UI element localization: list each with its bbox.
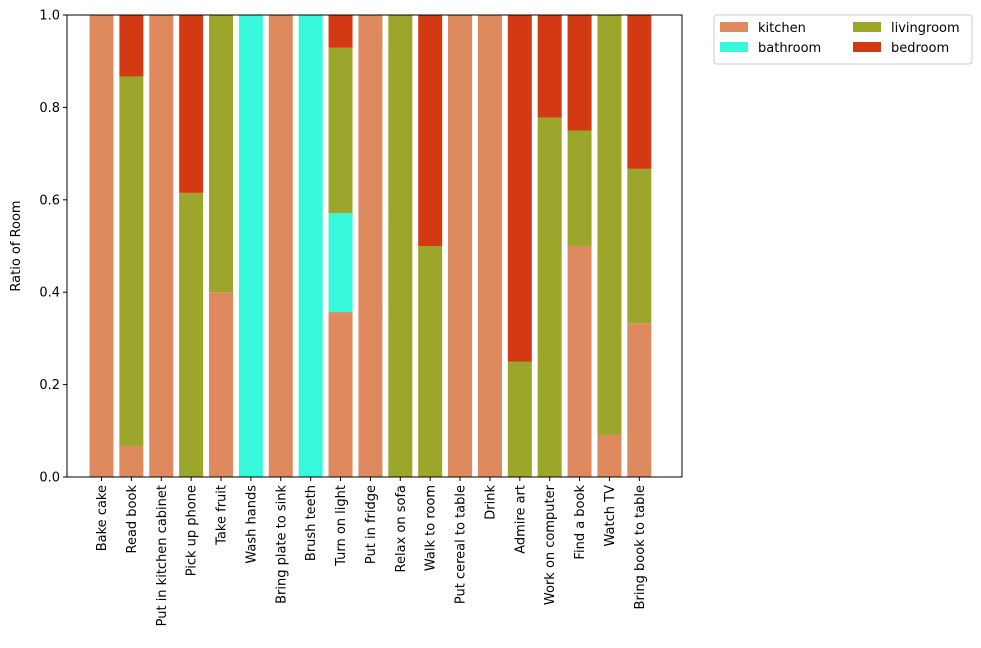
y-tick-label: 0.2 (39, 378, 60, 393)
bar-livingroom-17 (597, 15, 622, 435)
bar-kitchen-18 (627, 323, 652, 477)
bar-livingroom-18 (627, 168, 652, 324)
bar-kitchen-2 (149, 15, 174, 477)
bar-kitchen-17 (597, 434, 622, 477)
bar-bedroom-1 (119, 15, 144, 77)
bar-kitchen-0 (89, 15, 114, 477)
legend-swatch-livingroom (853, 22, 881, 32)
bar-bedroom-15 (537, 15, 562, 118)
legend-swatch-bedroom (853, 42, 881, 52)
bar-kitchen-8 (328, 312, 353, 477)
x-tick-label: Work on computer (543, 484, 558, 605)
x-tick-label: Put cereal to table (454, 485, 469, 604)
bar-bedroom-16 (567, 15, 592, 131)
bar-kitchen-13 (477, 15, 502, 477)
y-tick-label: 1.0 (39, 9, 60, 24)
x-tick-label: Bake cake (95, 485, 110, 551)
bar-livingroom-15 (537, 117, 562, 477)
plot-frame (66, 14, 683, 478)
bar-livingroom-3 (179, 192, 204, 477)
x-tick-label: Read book (125, 485, 140, 554)
bar-bedroom-8 (328, 15, 353, 48)
x-tick-label: Watch TV (603, 485, 618, 547)
legend-label-bathroom: bathroom (758, 41, 821, 56)
bar-livingroom-11 (418, 246, 443, 477)
bar-livingroom-4 (209, 15, 234, 293)
y-tick-label: 0.0 (39, 471, 60, 486)
x-tick-label: Turn on light (334, 485, 349, 567)
x-tick-label: Relax on sofa (394, 485, 409, 572)
bar-bathroom-5 (238, 15, 263, 477)
y-tick-label: 0.8 (39, 101, 60, 116)
y-axis: 0.0 0.2 0.4 0.6 0.8 1.0 (39, 9, 67, 486)
legend-swatch-kitchen (720, 22, 748, 32)
legend-label-bedroom: bedroom (891, 41, 949, 56)
x-tick-label: Admire art (513, 485, 528, 554)
bar-bedroom-11 (418, 15, 443, 246)
legend-label-livingroom: livingroom (891, 21, 960, 36)
x-tick-label: Brush teeth (304, 485, 319, 561)
x-tick-label: Take fruit (215, 485, 230, 546)
x-tick-label: Drink (483, 485, 498, 520)
bar-livingroom-14 (507, 361, 532, 477)
legend: kitchen bathroom livingroom bedroom (713, 14, 973, 65)
x-axis: Bake cake Read book Put in kitchen cabinet… (95, 477, 648, 626)
legend-swatch-bathroom (720, 42, 748, 52)
bar-bedroom-18 (627, 15, 652, 169)
bar-livingroom-1 (119, 76, 144, 447)
bars-layer (89, 15, 652, 477)
legend-box (713, 14, 973, 65)
x-tick-label: Find a book (573, 485, 588, 560)
bar-bedroom-3 (179, 15, 204, 193)
bar-kitchen-9 (358, 15, 383, 477)
y-tick-label: 0.6 (39, 193, 60, 208)
bar-kitchen-12 (448, 15, 473, 477)
bar-kitchen-16 (567, 246, 592, 477)
bar-kitchen-6 (268, 15, 293, 477)
bar-bedroom-14 (507, 15, 532, 362)
bar-kitchen-1 (119, 446, 144, 477)
bar-livingroom-16 (567, 130, 592, 246)
x-tick-label: Pick up phone (185, 485, 200, 576)
x-tick-label: Put in fridge (364, 485, 379, 564)
bar-kitchen-4 (209, 292, 234, 477)
x-tick-label: Wash hands (244, 485, 259, 564)
bar-bathroom-7 (298, 15, 323, 477)
x-tick-label: Put in kitchen cabinet (155, 485, 170, 626)
bar-livingroom-8 (328, 47, 353, 214)
bar-bathroom-8 (328, 213, 353, 313)
x-tick-label: Bring book to table (633, 485, 648, 609)
y-tick-label: 0.4 (39, 286, 60, 301)
x-tick-label: Walk to room (424, 485, 439, 571)
bar-livingroom-10 (388, 15, 413, 477)
x-tick-label: Bring plate to sink (274, 485, 289, 604)
legend-label-kitchen: kitchen (758, 21, 806, 36)
y-axis-label: Ratio of Room (9, 200, 24, 291)
